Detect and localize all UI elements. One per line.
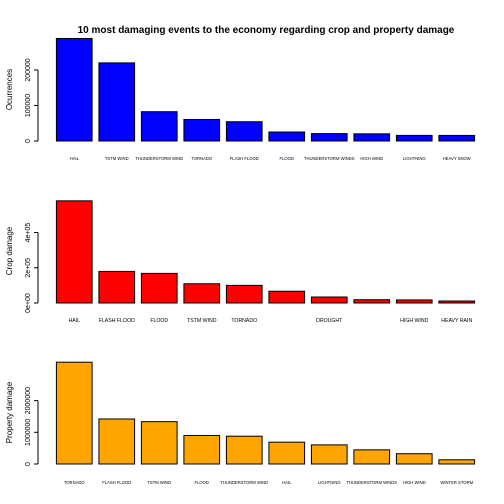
x-tick-label: THUNDERSTORM WINDS — [346, 480, 397, 485]
bar-heavy-rain — [438, 300, 476, 304]
y-tick-label: 200000 — [25, 58, 32, 81]
chart-title: 10 most damaging events to the economy r… — [78, 25, 455, 36]
x-tick-label: TORNADO — [231, 318, 257, 324]
x-tick-label: FLOOD — [150, 318, 168, 324]
x-tick-label: LIGHTNING — [403, 156, 426, 161]
bar-tstm-wind — [140, 421, 178, 465]
chart-panel-3: Property damage 0 1000000 2000000 TORNADO FLA… — [5, 361, 476, 485]
y-axis-label: Property damage — [5, 381, 14, 443]
bar-tstm-wind — [183, 283, 221, 304]
y-axis-label: Ocurrences — [5, 69, 14, 110]
bar-flood — [183, 434, 221, 465]
bar-hail — [268, 441, 306, 465]
chart-panel-1: Ocurrences 0 100000 200000 HAIL TSTM WIND THUN… — [5, 37, 476, 161]
y-axis-label: Crop damage — [5, 226, 14, 275]
bar-thunderstorm-winds — [353, 299, 391, 304]
x-tick-label: HAIL — [70, 156, 80, 161]
bar-flash-flood — [225, 121, 263, 142]
x-tick-label: HIGH WIND — [403, 480, 426, 485]
x-tick-label: LIGHTNING — [318, 480, 341, 485]
bar-flash-flood — [98, 270, 136, 304]
x-tick-label: THUNDERSTORM WIND — [220, 480, 268, 485]
bar-hail — [55, 37, 93, 142]
x-tick-label: HEAVY SNOW — [443, 156, 471, 161]
bar-thunderstorm-wind — [140, 111, 178, 142]
y-tick-label: 1000000 — [25, 419, 32, 446]
bar-high-wind — [395, 453, 433, 465]
bar-tornado — [225, 284, 263, 304]
bar-tornado — [55, 361, 93, 465]
y-tick-label: 4e+05 — [25, 223, 32, 243]
bar-flash-flood — [98, 418, 136, 465]
bar-flood — [268, 131, 306, 142]
bar-tornado — [183, 118, 221, 142]
x-tick-label: FLASH FLOOD — [99, 318, 135, 324]
y-tick-label: 100000 — [25, 94, 32, 117]
bar-tstm-wind — [98, 62, 136, 142]
x-tick-label: DROUGHT — [316, 318, 343, 324]
bar-hail — [55, 200, 93, 304]
bar-high-wind — [395, 299, 433, 304]
x-tick-label: HAIL — [282, 480, 292, 485]
x-tick-label: TSTM WIND — [147, 480, 171, 485]
y-tick-label: 2e+05 — [25, 258, 32, 278]
bar-lightning — [395, 134, 433, 142]
y-tick-label: 0 — [25, 139, 32, 143]
x-tick-label: HIGH WIND — [360, 156, 383, 161]
x-tick-label: TSTM WIND — [105, 156, 129, 161]
x-tick-label: THUNDERSTORM WIND — [135, 156, 183, 161]
bar-thunderstorm-wind — [268, 290, 306, 304]
bar-thunderstorm-winds — [310, 133, 348, 142]
x-tick-label: TSTM WIND — [187, 318, 217, 324]
chart-panel-2: Crop damage 0e+00 2e+05 4e+05 HAIL FLASH FLOO… — [5, 200, 476, 324]
x-tick-label: THUNDERSTORM WINDS — [304, 156, 355, 161]
bar-high-wind — [353, 133, 391, 142]
bar-heavy-snow — [438, 134, 476, 142]
y-tick-label: 2000000 — [25, 387, 32, 414]
y-tick-label: 0 — [25, 462, 32, 466]
x-tick-label: HEAVY RAIN — [441, 318, 472, 324]
x-tick-label: HAIL — [68, 318, 80, 324]
bar-winter-storm — [438, 459, 476, 465]
bar-thunderstorm-winds — [353, 449, 391, 465]
x-tick-label: FLASH FLOOD — [102, 480, 131, 485]
bar-flood — [140, 272, 178, 304]
x-tick-label: FLOOD — [195, 480, 209, 485]
bar-lightning — [310, 444, 348, 465]
bar-drought — [310, 296, 348, 304]
bar-thunderstorm-wind — [225, 435, 263, 465]
x-tick-label: WINTER STORM — [440, 480, 473, 485]
x-tick-label: FLASH FLOOD — [230, 156, 259, 161]
x-tick-label: TORNADO — [191, 156, 213, 161]
x-tick-label: TORNADO — [64, 480, 86, 485]
x-tick-label: HIGH WIND — [400, 318, 428, 324]
y-tick-label: 0e+00 — [25, 293, 32, 313]
x-tick-label: FLOOD — [280, 156, 294, 161]
chart-panels: Ocurrences 0 100000 200000 HAIL TSTM WIND THUN… — [5, 37, 476, 485]
